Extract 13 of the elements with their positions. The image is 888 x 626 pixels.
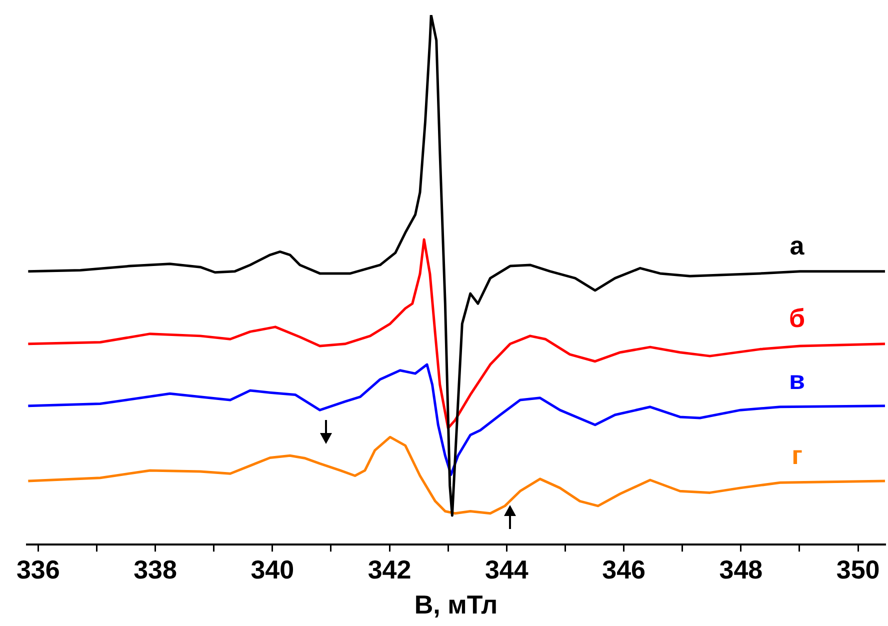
x-tick-label: 348 — [719, 554, 763, 584]
series-label: г — [792, 440, 803, 470]
x-tick-label: 338 — [134, 554, 177, 584]
x-axis-title: B, мТл — [414, 590, 498, 620]
series-label: а — [790, 230, 805, 260]
x-tick-label: 340 — [250, 554, 294, 584]
x-tick-label: 350 — [836, 554, 880, 584]
series-label: б — [788, 302, 806, 333]
x-tick-label: 344 — [484, 554, 529, 584]
series-label: в — [789, 364, 805, 395]
x-tick-label: 346 — [602, 554, 646, 584]
x-tick-label: 342 — [368, 554, 412, 584]
x-tick-label: 336 — [16, 554, 60, 584]
